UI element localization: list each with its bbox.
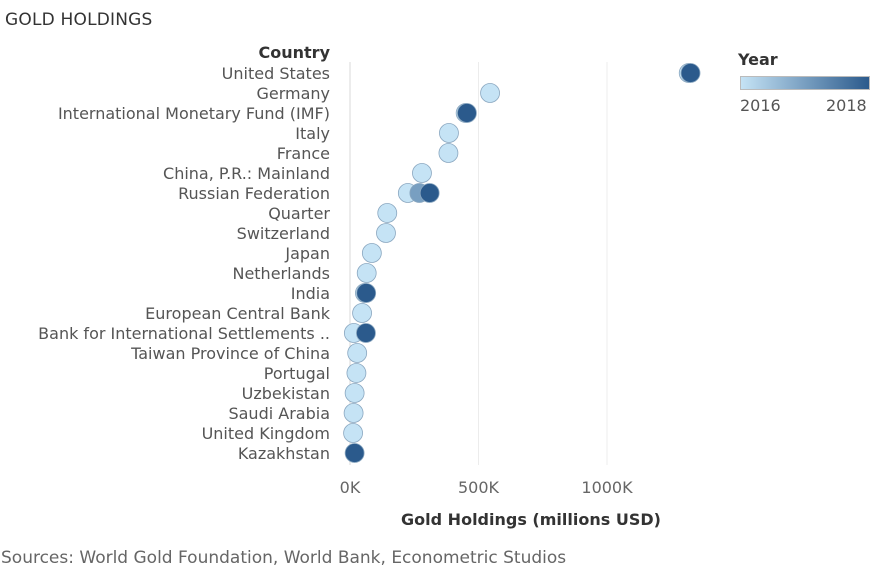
data-point[interactable] xyxy=(412,163,432,183)
category-label: Kazakhstan xyxy=(238,444,330,463)
category-label: Saudi Arabia xyxy=(228,404,330,423)
x-tick-label: 0K xyxy=(340,478,361,497)
data-point[interactable] xyxy=(344,443,365,463)
color-legend: Year 2016 2018 xyxy=(738,50,876,120)
category-label: Portugal xyxy=(264,364,330,383)
category-label: France xyxy=(277,144,330,163)
category-label: United States xyxy=(222,64,330,83)
category-label: Netherlands xyxy=(232,264,330,283)
data-point[interactable] xyxy=(419,183,440,203)
data-point[interactable] xyxy=(438,143,459,163)
data-points xyxy=(343,63,701,463)
data-point[interactable] xyxy=(439,123,459,143)
data-point[interactable] xyxy=(377,203,398,223)
data-point[interactable] xyxy=(457,103,477,123)
scatter-plot: Country United StatesGermanyInternationa… xyxy=(38,43,701,529)
category-label: Taiwan Province of China xyxy=(130,344,330,363)
data-point[interactable] xyxy=(480,83,500,103)
legend-min-label: 2016 xyxy=(740,96,781,115)
data-point[interactable] xyxy=(356,323,376,343)
chart-title: GOLD HOLDINGS xyxy=(5,10,153,30)
category-label: International Monetary Fund (IMF) xyxy=(58,104,330,123)
data-point[interactable] xyxy=(356,263,377,283)
legend-max-label: 2018 xyxy=(826,96,867,115)
category-label: Quarter xyxy=(268,204,330,223)
category-label: European Central Bank xyxy=(145,304,331,323)
grid-lines xyxy=(349,62,608,465)
category-label: Russian Federation xyxy=(178,184,330,203)
legend-title: Year xyxy=(738,50,778,69)
category-label: Japan xyxy=(284,244,330,263)
category-label: United Kingdom xyxy=(202,424,330,443)
category-label: Switzerland xyxy=(237,224,330,243)
category-label: Germany xyxy=(256,84,330,103)
data-point[interactable] xyxy=(680,63,701,83)
row-header: Country xyxy=(259,43,331,62)
x-axis-title: Gold Holdings (millions USD) xyxy=(401,510,661,529)
data-point[interactable] xyxy=(361,243,382,263)
category-label: Bank for International Settlements .. xyxy=(38,324,330,343)
category-label: Italy xyxy=(295,124,330,143)
source-note: Sources: World Gold Foundation, World Ba… xyxy=(1,548,567,568)
x-tick-label: 1000K xyxy=(581,478,633,497)
data-point[interactable] xyxy=(352,303,372,323)
data-point[interactable] xyxy=(343,403,364,423)
data-point[interactable] xyxy=(376,223,396,243)
data-point[interactable] xyxy=(343,423,363,443)
x-tick-label: 500K xyxy=(458,478,500,497)
data-point[interactable] xyxy=(346,363,367,383)
legend-color-ramp xyxy=(740,76,870,90)
category-label: Uzbekistan xyxy=(242,384,330,403)
data-point[interactable] xyxy=(344,383,365,403)
data-point[interactable] xyxy=(356,283,377,303)
category-label: India xyxy=(291,284,330,303)
category-label: China, P.R.: Mainland xyxy=(163,164,330,183)
data-point[interactable] xyxy=(347,343,368,363)
x-axis-ticks: 0K 500K 1000K xyxy=(340,478,633,497)
